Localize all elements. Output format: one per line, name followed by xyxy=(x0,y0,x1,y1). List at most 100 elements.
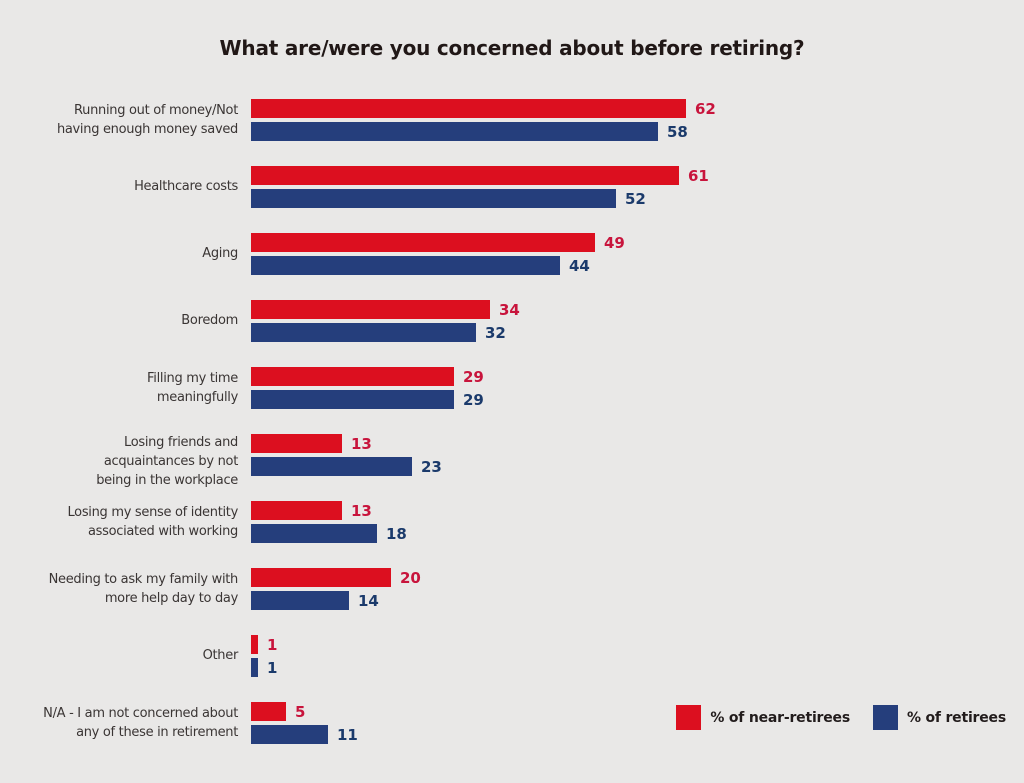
category-label: N/A - I am not concerned about any of the… xyxy=(26,701,238,744)
retirees-bar xyxy=(251,122,658,141)
near-retirees-bar-row: 49 xyxy=(251,233,625,252)
chart-row: Other 1 1 xyxy=(26,634,716,701)
near-retirees-bar xyxy=(251,233,595,252)
near-retirees-bar-row: 34 xyxy=(251,300,520,319)
retirees-bar-row: 14 xyxy=(251,591,421,610)
category-label-line: Healthcare costs xyxy=(134,179,238,194)
near-retirees-bar xyxy=(251,367,454,386)
bar-pair: 20 14 xyxy=(251,567,421,610)
retirees-value-label: 32 xyxy=(485,323,506,342)
category-label-line: being in the workplace xyxy=(96,473,238,488)
legend-label-near-retirees: % of near-retirees xyxy=(710,709,850,726)
retirees-bar xyxy=(251,591,349,610)
near-retirees-bar-row: 20 xyxy=(251,568,421,587)
category-label: Aging xyxy=(26,232,238,275)
retirees-bar xyxy=(251,390,454,409)
retirees-bar-row: 32 xyxy=(251,323,520,342)
bar-pair: 5 11 xyxy=(251,701,358,744)
near-retirees-bar-row: 13 xyxy=(251,501,407,520)
retirees-bar-row: 58 xyxy=(251,122,716,141)
near-retirees-bar xyxy=(251,300,490,319)
retirees-value-label: 1 xyxy=(267,658,278,677)
legend-item-near-retirees: % of near-retirees xyxy=(676,705,850,730)
retirees-bar-row: 44 xyxy=(251,256,625,275)
retirees-value-label: 14 xyxy=(358,591,379,610)
retirees-value-label: 29 xyxy=(463,390,484,409)
chart-row: Healthcare costs 61 52 xyxy=(26,165,716,232)
legend-item-retirees: % of retirees xyxy=(872,705,1006,730)
near-retirees-value-label: 20 xyxy=(400,568,421,587)
near-retirees-bar-row: 5 xyxy=(251,702,358,721)
category-label: Losing my sense of identity associated wi… xyxy=(26,500,238,543)
retirees-value-label: 11 xyxy=(337,725,358,744)
near-retirees-bar-row: 29 xyxy=(251,367,484,386)
category-label: Running out of money/Not having enough mo… xyxy=(26,98,238,141)
near-retirees-bar-row: 61 xyxy=(251,166,709,185)
chart-row: Aging 49 44 xyxy=(26,232,716,299)
category-label-line: Losing my sense of identity xyxy=(67,504,238,520)
category-label-line: Losing friends and xyxy=(124,435,238,450)
near-retirees-bar xyxy=(251,702,286,721)
near-retirees-bar xyxy=(251,568,391,587)
category-label-line: meaningfully xyxy=(156,389,238,405)
category-label-line: Aging xyxy=(202,246,238,261)
category-label-line: Needing to ask my family with xyxy=(48,571,239,587)
chart-row: Losing friends and acquaintances by not be… xyxy=(26,433,716,500)
category-label: Needing to ask my family with more help d… xyxy=(26,567,239,610)
near-retirees-value-label: 1 xyxy=(267,635,278,654)
retirees-bar-row: 52 xyxy=(251,189,709,208)
near-retirees-bar xyxy=(251,166,679,185)
category-label-line: N/A - I am not concerned about xyxy=(43,705,238,721)
retirees-bar xyxy=(251,524,377,543)
category-label: Boredom xyxy=(26,299,238,342)
retirees-bar-row: 1 xyxy=(251,658,277,677)
retirees-value-label: 18 xyxy=(386,524,407,543)
retirees-bar-row: 11 xyxy=(251,725,358,744)
retirees-bar xyxy=(251,189,616,208)
category-label-line: having enough money saved xyxy=(56,121,238,137)
category-label-line: Other xyxy=(202,648,239,663)
legend: % of near-retirees % of retirees xyxy=(676,705,1006,730)
bar-chart: Running out of money/Not having enough mo… xyxy=(26,98,716,768)
category-label-line: more help day to day xyxy=(104,590,238,606)
near-retirees-value-label: 29 xyxy=(463,367,484,386)
category-label: Healthcare costs xyxy=(26,165,238,208)
retirees-bar xyxy=(251,256,560,275)
legend-label-retirees: % of retirees xyxy=(906,709,1006,726)
category-label-line: any of these in retirement xyxy=(76,724,238,740)
retirees-bar-row: 23 xyxy=(251,457,442,476)
near-retirees-bar xyxy=(251,501,342,520)
near-retirees-value-label: 5 xyxy=(295,702,306,721)
chart-row: Boredom 34 32 xyxy=(26,299,716,366)
category-label: Other xyxy=(26,634,239,677)
bar-pair: 29 29 xyxy=(251,366,484,409)
near-retirees-swatch xyxy=(676,705,702,730)
near-retirees-value-label: 34 xyxy=(499,300,520,319)
chart-row: Running out of money/Not having enough mo… xyxy=(26,98,716,165)
bar-pair: 13 18 xyxy=(251,500,407,543)
near-retirees-value-label: 62 xyxy=(695,99,716,118)
near-retirees-bar-row: 1 xyxy=(251,635,277,654)
near-retirees-value-label: 61 xyxy=(688,166,709,185)
bar-pair: 34 32 xyxy=(251,299,520,342)
bar-pair: 62 58 xyxy=(251,98,716,141)
bar-pair: 61 52 xyxy=(251,165,709,208)
retirees-value-label: 44 xyxy=(569,256,590,275)
category-label-line: Running out of money/Not xyxy=(74,102,238,118)
chart-title: What are/were you concerned about before… xyxy=(219,36,805,60)
retirees-bar xyxy=(251,323,476,342)
retirees-swatch xyxy=(872,705,898,730)
retirees-bar-row: 18 xyxy=(251,524,407,543)
near-retirees-bar-row: 62 xyxy=(251,99,716,118)
retirees-value-label: 58 xyxy=(667,122,688,141)
category-label: Losing friends and acquaintances by not be… xyxy=(26,433,238,490)
near-retirees-bar xyxy=(251,434,342,453)
near-retirees-value-label: 49 xyxy=(604,233,625,252)
retirees-bar xyxy=(251,725,328,744)
category-label: Filling my time meaningfully xyxy=(26,366,238,409)
chart-row: Filling my time meaningfully 29 29 xyxy=(26,366,716,433)
retirees-bar xyxy=(251,457,412,476)
near-retirees-value-label: 13 xyxy=(351,434,372,453)
